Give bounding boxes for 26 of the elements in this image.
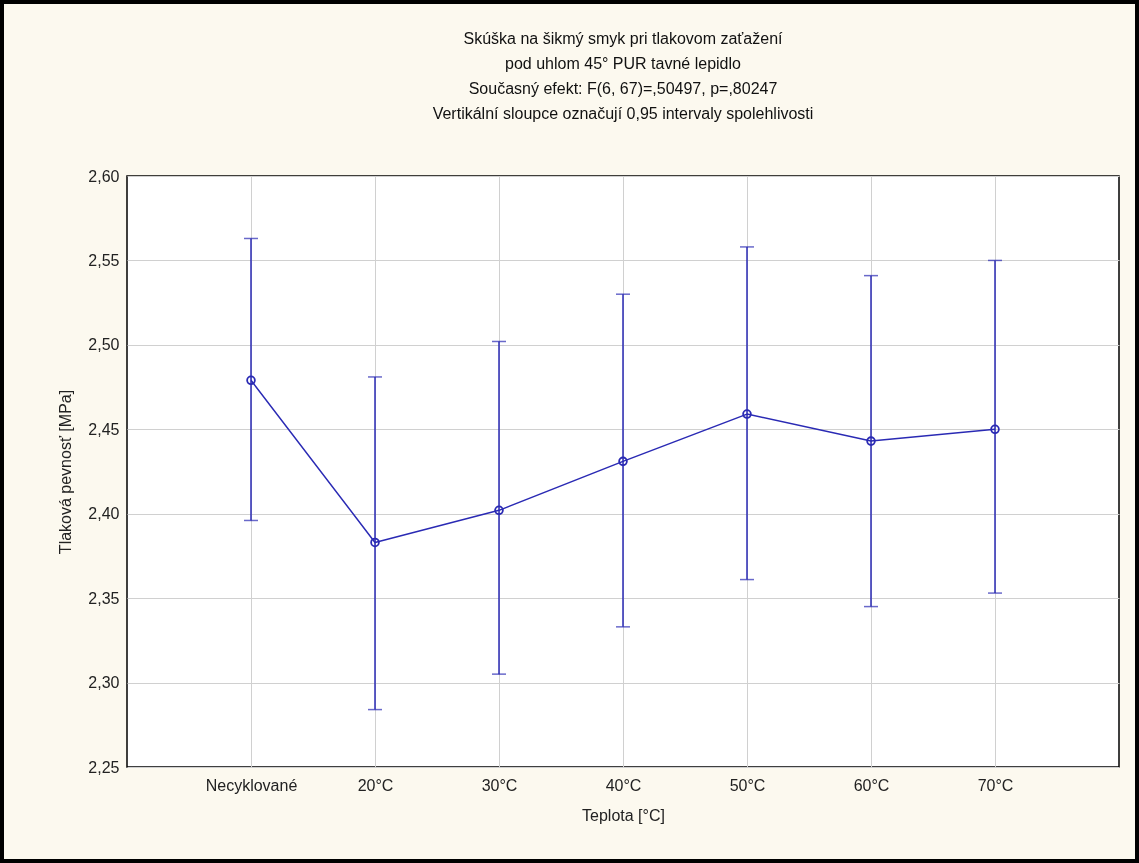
x-axis-title: Teplota [°C] (582, 806, 665, 824)
chart-title: Skúška na šikmý smyk pri tlakovom zaťažení pod uhlom 45° PUR tavné lepidlo (463, 30, 784, 72)
y-tick-label: 2,50 (88, 336, 120, 354)
y-tick-label: 2,55 (88, 251, 120, 269)
y-tick-label: 2,60 (88, 167, 120, 185)
y-tick-label: 2,30 (88, 674, 120, 692)
y-axis-title: Tlaková pevnosť [MPa] (57, 389, 75, 555)
y-tick-label: 2,40 (88, 505, 120, 523)
point (866, 436, 876, 446)
x-tick-label: 30°C (481, 776, 518, 794)
chart-subtitle: Současný efekt: F(6, 67)=,50497, p=,80247 Vertikální sloupce označují 0,95 intervaly spolehlivosti (432, 80, 814, 122)
x-tick-label: 60°C (853, 776, 890, 794)
x-tick-label: 70°C (977, 776, 1014, 794)
point (370, 537, 380, 548)
point (990, 424, 1000, 435)
x-tick-label: 20°C (357, 776, 394, 794)
x-tick-label: Necyklované (205, 776, 298, 794)
x-tick-label: 50°C (729, 776, 766, 794)
point (246, 375, 256, 386)
y-tick-label: 2,45 (88, 420, 120, 438)
x-tick-label: 40°C (605, 776, 642, 794)
y-tick-label: 2,35 (88, 589, 120, 607)
point (618, 456, 628, 467)
point (494, 505, 504, 516)
y-tick-label: 2,25 (88, 758, 120, 776)
point (742, 409, 752, 419)
